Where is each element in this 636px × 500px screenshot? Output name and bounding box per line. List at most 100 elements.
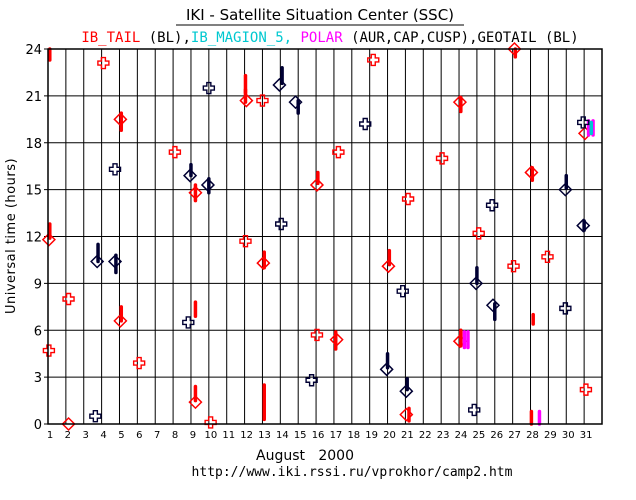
y-axis-title: Universal time (hours): [4, 158, 19, 314]
x-tick-label: 24: [455, 430, 468, 441]
data-cross: [472, 227, 485, 240]
x-tick-label: 22: [419, 430, 432, 441]
data-diamond: [329, 332, 344, 347]
x-tick-label: 31: [580, 430, 593, 441]
x-tick-label: 11: [222, 430, 235, 441]
legend-entry: IB_MAGION_5,: [191, 30, 292, 46]
x-tick-label: 12: [240, 430, 253, 441]
legend-entry: POLAR: [292, 30, 343, 46]
data-diamond: [188, 185, 203, 200]
y-tick-label: 0: [34, 418, 42, 433]
legend-entry: (AUR,CAP,CUSP),: [343, 30, 478, 46]
data-cross: [507, 259, 520, 273]
x-tick-label: 23: [437, 430, 450, 441]
x-tick-label: 20: [383, 430, 396, 441]
x-tick-label: 16: [312, 430, 325, 441]
y-tick-label: 15: [25, 184, 42, 199]
data-cross: [239, 234, 252, 248]
x-tick-labels: 1 2 3 4 5 6 7 8 9 10 11 12 13 14 15 16 17 18 19 20 21 22 23 24 2…: [47, 430, 593, 441]
data-diamond: [309, 177, 325, 192]
x-tick-label: 4: [100, 430, 106, 441]
data-diamond: [485, 298, 501, 313]
data-cross: [202, 81, 216, 95]
x-tick-label: 27: [508, 430, 521, 441]
data-cross: [541, 250, 554, 264]
x-tick-label: 6: [136, 430, 142, 441]
data-cross: [577, 116, 590, 129]
data-cross: [332, 145, 345, 159]
data-diamond: [379, 362, 394, 377]
x-tick-label: 28: [526, 430, 539, 441]
data-cross: [396, 284, 409, 298]
data-cross: [367, 53, 380, 67]
x-axis-title: August 2000: [256, 448, 354, 464]
legend-entry: (BL): [537, 30, 579, 46]
data-cross: [168, 145, 182, 159]
data-diamond: [507, 41, 522, 57]
legend-entry: (BL),: [140, 30, 191, 46]
data-cross: [305, 374, 318, 387]
x-tick-label: 2: [65, 430, 71, 441]
data-diamond: [381, 259, 396, 274]
x-tick-label: 29: [544, 430, 557, 441]
x-tick-label: 7: [154, 430, 160, 441]
data-cross: [579, 383, 593, 396]
y-tick-label: 18: [25, 137, 42, 152]
data-cross: [359, 117, 372, 131]
data-cross: [204, 416, 217, 429]
data-diamond: [288, 95, 303, 110]
data-diamond: [576, 218, 591, 233]
data-diamond: [468, 276, 484, 291]
y-tick-label: 12: [25, 231, 42, 246]
y-tick-label: 3: [34, 371, 42, 386]
y-tick-labels: 0 3 6 9 12 15 18 21 24: [25, 43, 48, 433]
data-diamond: [256, 256, 271, 271]
x-tick-label: 21: [401, 430, 414, 441]
data-cross: [485, 199, 499, 212]
data-marks: [41, 41, 595, 432]
x-tick-label: 1: [47, 430, 53, 441]
data-diamond: [239, 93, 254, 108]
data-diamond: [183, 168, 198, 183]
x-tick-label: 19: [365, 430, 378, 441]
x-tick-label: 18: [347, 430, 360, 441]
data-diamond: [41, 232, 56, 247]
data-diamond: [272, 77, 287, 92]
data-cross: [256, 94, 269, 107]
data-diamond: [200, 177, 216, 192]
data-cross: [435, 152, 449, 165]
x-tick-label: 8: [172, 430, 178, 441]
y-tick-label: 9: [34, 277, 42, 292]
data-cross: [468, 403, 481, 417]
data-cross: [310, 328, 324, 342]
data-cross: [42, 344, 56, 357]
x-tick-label: 14: [276, 430, 289, 441]
x-tick-label: 26: [490, 430, 503, 441]
chart-title: IKI - Satellite Situation Center (SSC): [186, 6, 454, 24]
x-tick-label: 13: [258, 430, 271, 441]
data-diamond: [113, 313, 128, 328]
x-tick-label: 25: [473, 430, 486, 441]
data-cross: [275, 217, 288, 231]
data-diamond: [188, 395, 203, 410]
y-tick-label: 24: [25, 43, 42, 58]
x-tick-label: 3: [83, 430, 89, 441]
legend-entry: IB_TAIL: [81, 30, 140, 46]
data-diamond: [113, 112, 128, 127]
data-cross: [89, 409, 102, 423]
x-tick-label: 30: [562, 430, 575, 441]
legend: IB_TAIL (BL),IB_MAGION_5, POLAR (AUR,CAP…: [81, 30, 578, 46]
data-cross: [132, 356, 146, 370]
data-diamond: [107, 254, 123, 269]
data-diamond: [558, 182, 573, 197]
data-cross: [401, 192, 415, 206]
data-diamond: [399, 407, 414, 422]
data-cross: [559, 302, 572, 315]
x-tick-label: 15: [294, 430, 307, 441]
data-cross: [108, 163, 122, 176]
x-tick-label: 10: [204, 430, 217, 441]
x-tick-label: 5: [118, 430, 124, 441]
source-url: http://www.iki.rssi.ru/vprokhor/camp2.ht…: [192, 465, 513, 480]
data-diamond: [452, 95, 467, 110]
